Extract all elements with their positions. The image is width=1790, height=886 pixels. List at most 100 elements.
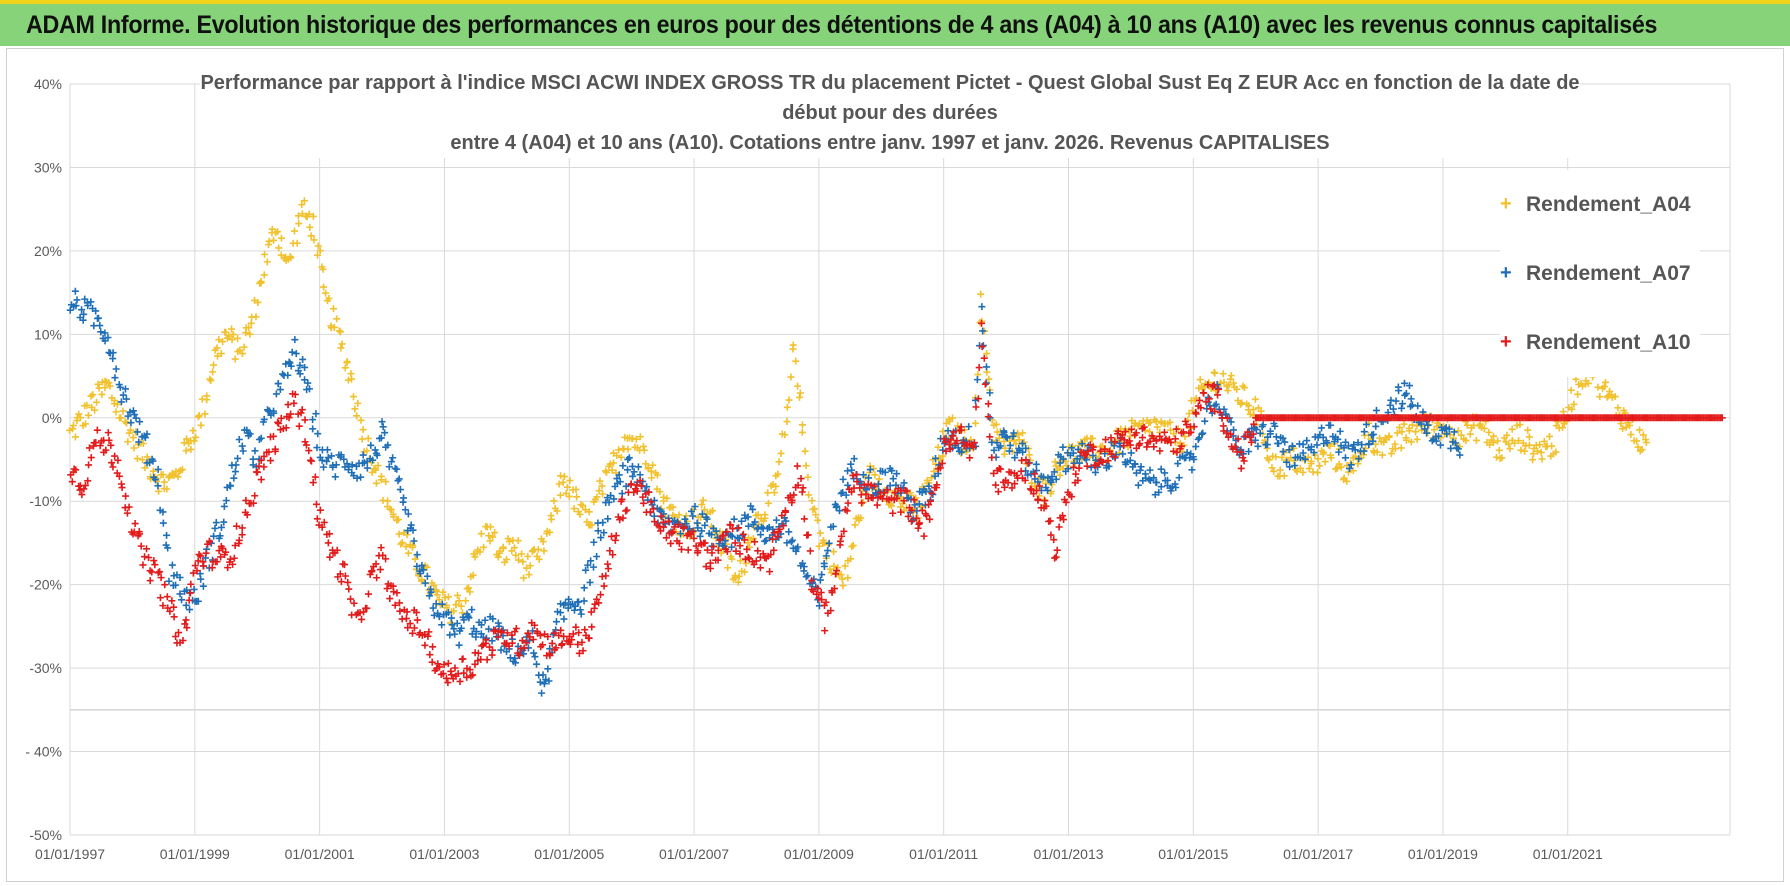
data-point [640,499,648,507]
data-point [270,407,278,415]
data-point [224,564,232,572]
data-point [96,322,104,330]
data-point [156,594,164,602]
data-point [1354,460,1362,468]
data-point [277,234,285,242]
data-point [494,633,502,641]
data-point [1414,402,1422,410]
data-point [401,506,409,514]
data-point [129,434,137,442]
data-point [576,606,584,614]
data-point [1278,453,1286,461]
data-point [353,474,361,482]
data-point [189,569,197,577]
data-point [1451,439,1459,447]
data-point [179,636,187,644]
data-point [776,525,784,533]
data-point [200,562,208,570]
data-point [161,581,169,589]
data-point [455,597,463,605]
data-point [1272,453,1280,461]
data-point [836,507,844,515]
data-point [1407,395,1415,403]
data-point [1041,497,1049,505]
data-point [840,527,848,535]
data-point [990,446,998,454]
data-point [941,438,949,446]
data-point [604,565,612,573]
data-point [390,513,398,521]
data-point [309,416,317,424]
data-point [978,343,986,351]
data-point [207,377,215,385]
data-point [498,627,506,635]
data-point [1378,451,1386,459]
data-point [246,330,254,338]
data-point [263,258,271,266]
data-point [884,486,892,494]
data-point [829,522,837,530]
data-point [325,530,333,538]
data-point [1150,474,1158,482]
data-point [744,513,752,521]
data-point [974,395,982,403]
data-point [222,328,230,336]
data-point [788,496,796,504]
data-point [1003,434,1011,442]
data-point [309,479,317,487]
data-point [576,510,584,518]
data-point [1249,430,1257,438]
data-point [195,411,203,419]
data-point [1387,450,1395,458]
data-point [783,418,791,426]
data-point [720,531,728,539]
data-point [662,534,670,542]
data-point [1222,410,1230,418]
data-point [775,458,783,466]
data-point [72,302,80,310]
data-point [327,452,335,460]
data-point [1227,372,1235,380]
data-point [287,410,295,418]
data-point [300,197,308,205]
data-point [228,336,236,344]
data-point [915,500,923,508]
data-point [465,614,473,622]
data-point [1525,433,1533,441]
data-point [849,541,857,549]
data-point [427,588,435,596]
data-point [729,525,737,533]
data-point [1181,433,1189,441]
data-point [566,640,574,648]
data-point [299,355,307,363]
data-point [85,461,93,469]
data-point [306,223,314,231]
chart-title-line-2: début pour des durées [782,102,998,124]
chart-title-line-1: Performance par rapport à l'indice MSCI … [200,72,1580,94]
data-point [1505,440,1513,448]
data-point [564,604,572,612]
data-point [1279,434,1287,442]
data-point [1636,426,1644,434]
data-point [468,630,476,638]
data-point [698,510,706,518]
data-point [965,423,973,431]
data-point [555,631,563,639]
data-point [1022,444,1030,452]
data-point [707,531,715,539]
data-point [238,524,246,532]
data-point [565,595,573,603]
report-banner: ADAM Informe. Evolution historique des p… [0,0,1790,46]
data-point [1421,425,1429,433]
data-point [1271,422,1279,430]
data-point [665,517,673,525]
data-point [1594,383,1602,391]
data-point [1209,383,1217,391]
data-point [172,633,180,641]
data-point [1254,442,1262,450]
data-point [992,420,1000,428]
data-point [1137,463,1145,471]
data-point [939,452,947,460]
data-point [489,615,497,623]
